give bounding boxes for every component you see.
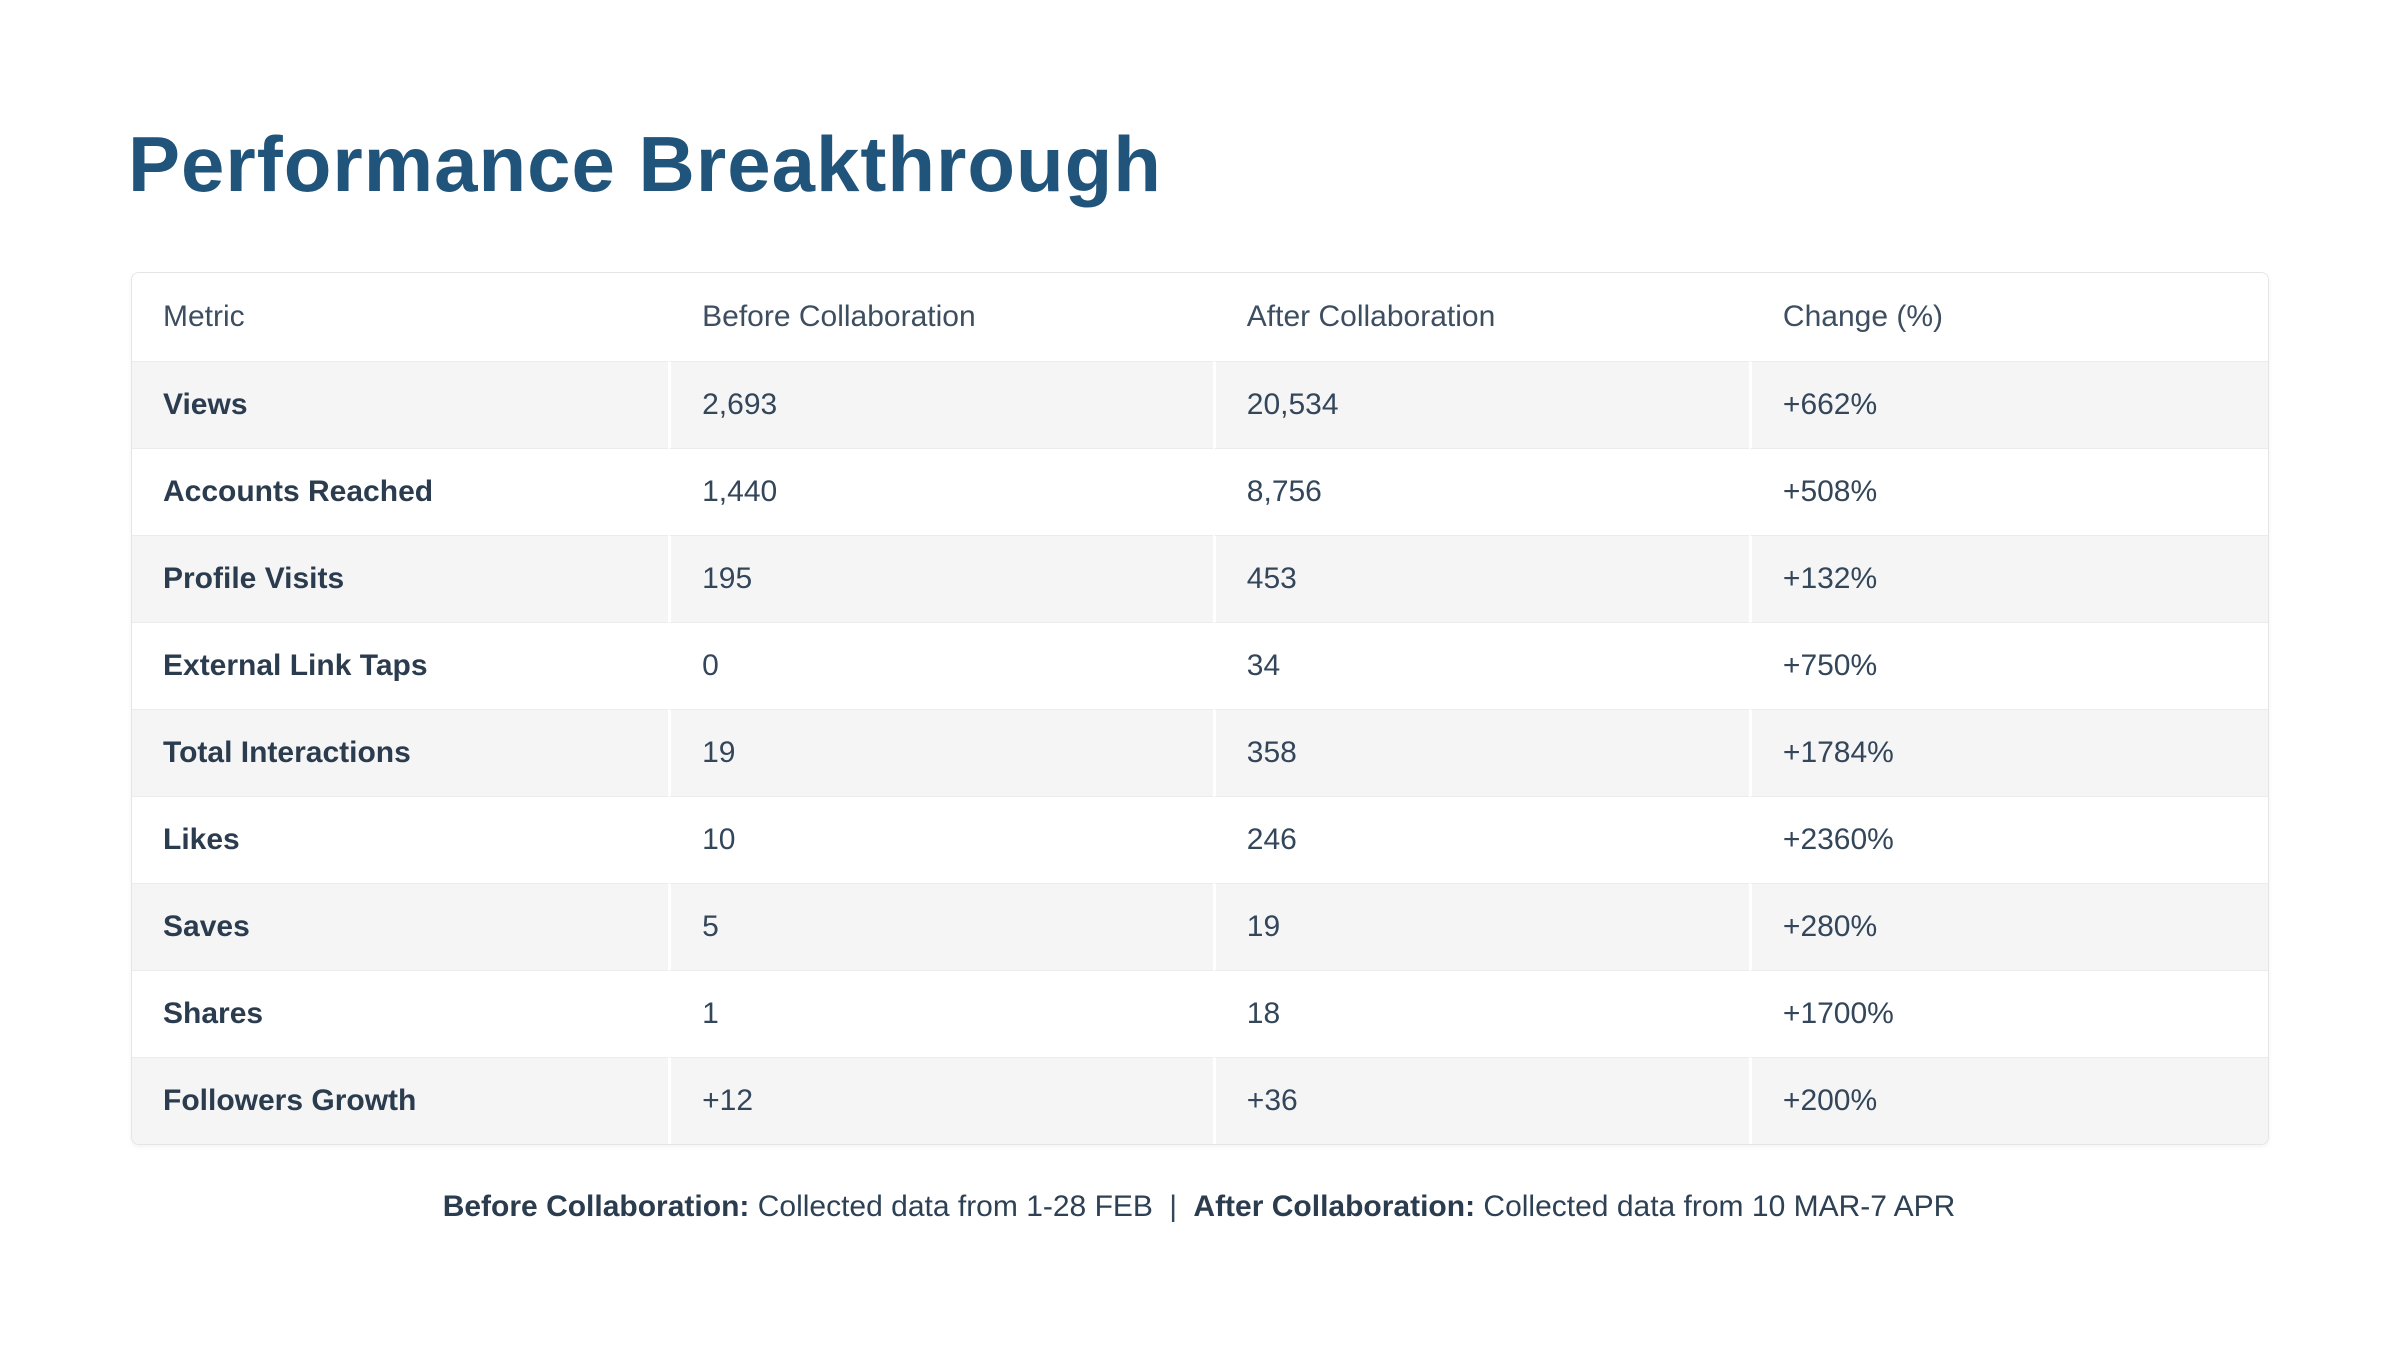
table-row-shares: Shares 1 18 +1700%	[132, 970, 2268, 1057]
footnote-after-label: After Collaboration:	[1193, 1190, 1476, 1223]
column-header-after: After Collaboration	[1212, 273, 1749, 361]
after-cell: 8,756	[1212, 448, 1749, 535]
footnote-separator: |	[1169, 1190, 1178, 1223]
change-cell: +2360%	[1748, 796, 2268, 883]
metric-cell: Shares	[132, 970, 669, 1057]
change-cell: +662%	[1748, 361, 2268, 448]
table-row-followers-growth: Followers Growth +12 +36 +200%	[132, 1057, 2268, 1144]
column-header-before: Before Collaboration	[668, 273, 1213, 361]
page-title: Performance Breakthrough	[128, 120, 1162, 208]
before-cell: 10	[668, 796, 1213, 883]
change-cell: +132%	[1748, 535, 2268, 622]
table-row-views: Views 2,693 20,534 +662%	[132, 361, 2268, 448]
change-cell: +1784%	[1748, 709, 2268, 796]
before-cell: 5	[668, 883, 1213, 970]
table-row-profile-visits: Profile Visits 195 453 +132%	[132, 535, 2268, 622]
metric-cell: Views	[132, 361, 669, 448]
column-header-change: Change (%)	[1748, 273, 2268, 361]
table-row-total-interactions: Total Interactions 19 358 +1784%	[132, 709, 2268, 796]
metric-cell: Likes	[132, 796, 669, 883]
before-cell: 195	[668, 535, 1213, 622]
metric-cell: Total Interactions	[132, 709, 669, 796]
before-cell: +12	[668, 1057, 1213, 1144]
change-cell: +1700%	[1748, 970, 2268, 1057]
metric-cell: Profile Visits	[132, 535, 669, 622]
metric-cell: Saves	[132, 883, 669, 970]
before-cell: 1	[668, 970, 1213, 1057]
footnote-before-text: Collected data from 1-28 FEB	[757, 1190, 1153, 1223]
metric-cell: Accounts Reached	[132, 448, 669, 535]
table-header-row: Metric Before Collaboration After Collab…	[132, 273, 2268, 361]
after-cell: 358	[1212, 709, 1749, 796]
change-cell: +750%	[1748, 622, 2268, 709]
footnote-before-label: Before Collaboration:	[442, 1190, 750, 1223]
metrics-table: Metric Before Collaboration After Collab…	[131, 272, 2269, 1145]
after-cell: 246	[1212, 796, 1749, 883]
change-cell: +280%	[1748, 883, 2268, 970]
change-cell: +200%	[1748, 1057, 2268, 1144]
after-cell: +36	[1212, 1057, 1749, 1144]
column-header-metric: Metric	[132, 273, 669, 361]
table-row-accounts-reached: Accounts Reached 1,440 8,756 +508%	[132, 448, 2268, 535]
metrics-table-grid: Metric Before Collaboration After Collab…	[132, 273, 2268, 1144]
footnote-after-text: Collected data from 10 MAR-7 APR	[1483, 1190, 1956, 1223]
before-cell: 1,440	[668, 448, 1213, 535]
after-cell: 20,534	[1212, 361, 1749, 448]
before-cell: 19	[668, 709, 1213, 796]
table-row-external-link-taps: External Link Taps 0 34 +750%	[132, 622, 2268, 709]
before-cell: 2,693	[668, 361, 1213, 448]
metric-cell: Followers Growth	[132, 1057, 669, 1144]
after-cell: 18	[1212, 970, 1749, 1057]
footnote: Before Collaboration: Collected data fro…	[131, 1186, 2267, 1228]
table-row-likes: Likes 10 246 +2360%	[132, 796, 2268, 883]
change-cell: +508%	[1748, 448, 2268, 535]
after-cell: 453	[1212, 535, 1749, 622]
metric-cell: External Link Taps	[132, 622, 669, 709]
after-cell: 34	[1212, 622, 1749, 709]
before-cell: 0	[668, 622, 1213, 709]
table-row-saves: Saves 5 19 +280%	[132, 883, 2268, 970]
after-cell: 19	[1212, 883, 1749, 970]
